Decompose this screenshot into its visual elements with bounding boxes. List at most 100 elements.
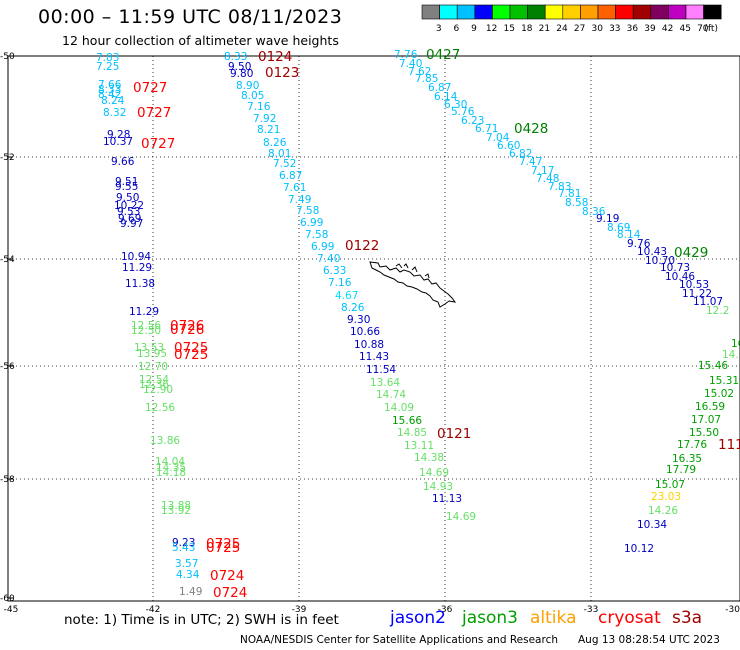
wave-height-value: 3.57 <box>175 558 198 570</box>
legend-swatch <box>703 4 722 20</box>
wave-height-value: 13.92 <box>161 505 191 517</box>
legend-swatch <box>544 4 564 20</box>
legend-bin-label: 24 <box>556 24 568 34</box>
wave-height-value: 11.29 <box>122 262 152 274</box>
wave-height-value: 8.26 <box>341 302 365 314</box>
wave-height-value: 14.09 <box>384 402 414 414</box>
legend-swatch <box>580 4 599 20</box>
wave-height-value: 14. <box>722 349 739 361</box>
wave-height-value: 16.59 <box>695 401 725 413</box>
wave-height-value: 10.22 <box>114 200 144 212</box>
axis-tick-labels: -50 -52 -54 -56 -58 -60-45 -42 -39 -36 -33 -30 <box>0 52 740 615</box>
satellite-jason3: jason3 <box>462 608 518 628</box>
pass-time-label: 0724 <box>210 568 244 584</box>
pass-time-label: 0725 <box>174 347 208 363</box>
wave-height-value: 14.69 <box>419 467 449 479</box>
legend-swatch <box>597 4 616 20</box>
wave-height-value: 7.83 <box>96 52 119 64</box>
map-title: 00:00 – 11:59 UTC 08/11/2023 <box>38 6 343 28</box>
legend-bin-label: 39 <box>644 24 656 34</box>
wave-height-value: 11.22 <box>682 288 712 300</box>
map-grid <box>8 56 740 601</box>
wave-height-value: 10.66 <box>350 326 380 338</box>
wave-height-value: 14.69 <box>446 511 476 523</box>
wave-height-value: 8.26 <box>263 137 287 149</box>
wave-height-value: 13.88 <box>161 500 191 512</box>
wave-height-value: 9.80 <box>230 68 253 80</box>
wave-height-value: 14.93 <box>423 481 453 493</box>
wave-height-value: 16.35 <box>672 453 702 465</box>
wave-height-value: 7.04 <box>486 132 510 144</box>
satellite-altika: altika <box>530 608 577 628</box>
wave-height-value: 10.46 <box>665 271 695 283</box>
wave-height-value: 9.53 <box>117 206 140 218</box>
wave-height-value: 6.14 <box>434 91 458 103</box>
wave-height-value: 7.16 <box>328 277 352 289</box>
wave-height-value: 15.46 <box>698 360 728 372</box>
legend-bin-label: 33 <box>609 24 620 34</box>
map-frame <box>7 55 740 602</box>
pass-time-label: 0726 <box>170 322 204 338</box>
wave-height-value: 8.24 <box>101 95 125 107</box>
wave-height-value: 7.40 <box>317 253 340 265</box>
wave-height-value: 7.81 <box>558 188 581 200</box>
wave-height-value: 9.76 <box>627 238 651 250</box>
wave-height-value: 9.55 <box>115 181 138 193</box>
wave-height-value: 6.23 <box>461 115 484 127</box>
legend-bin-label: 15 <box>503 24 514 34</box>
wave-height-value: 11.29 <box>129 306 159 318</box>
wave-height-value: 9.69 <box>118 213 141 225</box>
wave-height-value: 6.99 <box>311 241 334 253</box>
wave-height-value: 10.73 <box>660 262 690 274</box>
map-subtitle: 12 hour collection of altimeter wave hei… <box>62 33 339 48</box>
wave-height-value: 6.87 <box>279 170 302 182</box>
wave-height-value: 10.12 <box>624 543 654 555</box>
legend-bin-label: 3 <box>436 24 442 34</box>
wave-height-value: 7.83 <box>548 181 571 193</box>
legend-unit-label: (ft) <box>704 24 718 34</box>
wave-height-value: 7.48 <box>536 173 559 185</box>
legend-bin-label: 9 <box>471 24 477 34</box>
wave-height-value: 12.36 <box>139 379 169 391</box>
footer-timestamp: Aug 13 08:28:54 UTC 2023 <box>578 634 720 646</box>
wave-height-value: 10.53 <box>679 279 709 291</box>
wave-height-value: 7.66 <box>98 79 122 91</box>
wave-height-value: 7.92 <box>253 113 276 125</box>
wave-height-value: 8.42 <box>98 89 121 101</box>
pass-time-label: 0725 <box>206 536 240 552</box>
wave-height-value: 12.2 <box>706 305 729 317</box>
wave-height-value: 10.88 <box>354 339 384 351</box>
pass-time-label: 111 <box>718 437 740 453</box>
legend-bin-label: 36 <box>627 24 639 34</box>
wave-height-value: 5.43 <box>172 542 195 554</box>
legend-swatch <box>492 4 511 20</box>
wave-height-value: 15.02 <box>704 388 734 400</box>
wave-height-value: 15.07 <box>655 479 685 491</box>
lat-tick-label: -54 <box>0 255 15 265</box>
pass-time-label: 0727 <box>141 136 175 152</box>
wave-height-value: 15.50 <box>689 427 719 439</box>
wave-height-value: 7.61 <box>283 182 306 194</box>
wave-height-value: 10.34 <box>637 519 667 531</box>
pass-time-label: 0727 <box>133 80 167 96</box>
wave-height-value: 8.21 <box>257 124 280 136</box>
wave-height-value: 13.95 <box>137 348 167 360</box>
wave-height-value: 8.69 <box>607 222 630 234</box>
wave-height-value: 12.90 <box>143 384 173 396</box>
wave-height-value: 4.67 <box>335 290 358 302</box>
pass-time-label: 0123 <box>265 65 299 81</box>
legend-bin-label: 18 <box>521 24 533 34</box>
lat-tick-label: -50 <box>0 52 15 62</box>
wave-height-value: 4.34 <box>176 569 200 581</box>
wave-height-value: 14.85 <box>397 427 427 439</box>
lon-tick-label: -30 <box>725 605 740 615</box>
legend-bin-label: 27 <box>574 24 585 34</box>
legend-swatch <box>562 4 581 20</box>
wave-height-value: 11.07 <box>693 296 723 308</box>
wave-height-value: 17.79 <box>666 464 696 476</box>
wave-height-value: 8.32 <box>103 107 126 119</box>
wave-height-value: 17.76 <box>677 439 707 451</box>
lat-tick-label: -60 <box>0 594 15 604</box>
